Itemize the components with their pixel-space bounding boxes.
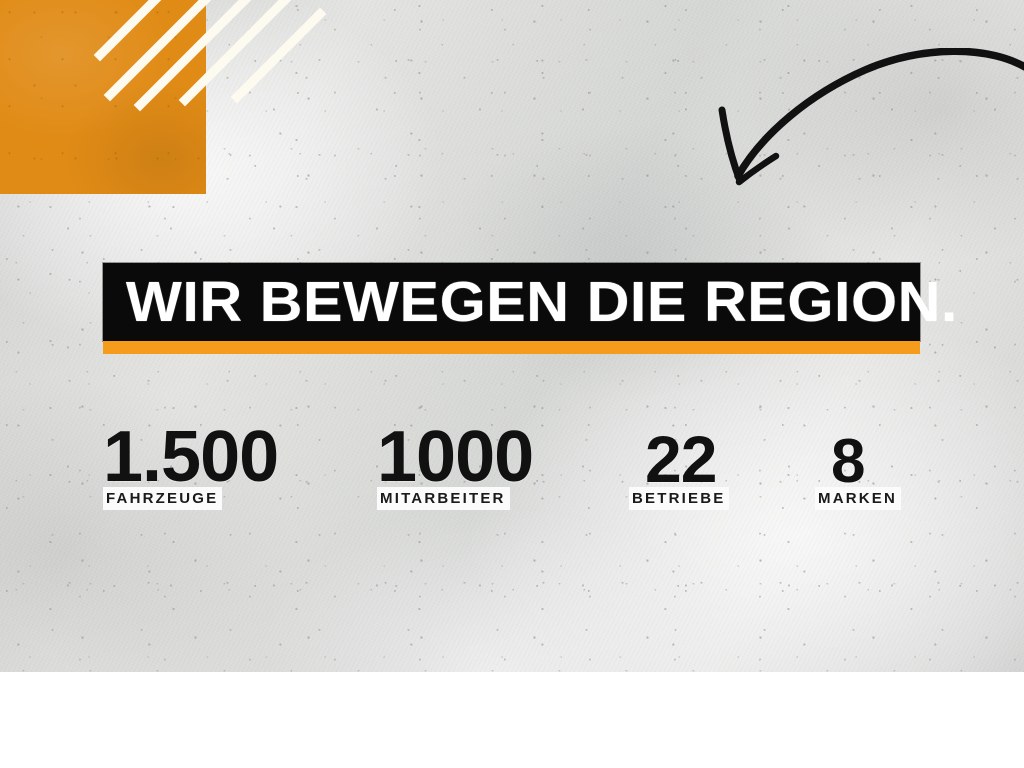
- stat-label: MITARBEITER: [377, 486, 510, 510]
- stats-row: 1.500 FAHRZEUGE 1000 MITARBEITER 22 BETR…: [103, 418, 933, 510]
- headline-text: WIR BEWEGEN DIE REGION.: [125, 269, 958, 334]
- stat-item-betriebe: 22 BETRIEBE: [629, 422, 730, 510]
- stat-number: 1000: [377, 416, 534, 497]
- stat-item-fahrzeuge: 1.500 FAHRZEUGE: [103, 416, 279, 510]
- footer-bar: AVP AUTOLAND SKODA: [0, 672, 1024, 768]
- headline-underline-bar: [103, 341, 920, 354]
- stat-number: 8: [831, 426, 865, 496]
- diagonal-stripes-decoration: [93, 0, 327, 112]
- stat-label: FAHRZEUGE: [103, 486, 223, 510]
- stat-label: MARKEN: [815, 486, 902, 510]
- hand-drawn-curved-arrow: [718, 48, 1024, 186]
- stat-label: BETRIEBE: [629, 486, 730, 510]
- stat-item-mitarbeiter: 1000 MITARBEITER: [377, 416, 534, 510]
- stat-item-marken: 8 MARKEN: [815, 426, 902, 510]
- stat-number: 1.500: [103, 416, 279, 497]
- headline-banner: WIR BEWEGEN DIE REGION.: [103, 263, 957, 341]
- stat-number: 22: [645, 422, 717, 497]
